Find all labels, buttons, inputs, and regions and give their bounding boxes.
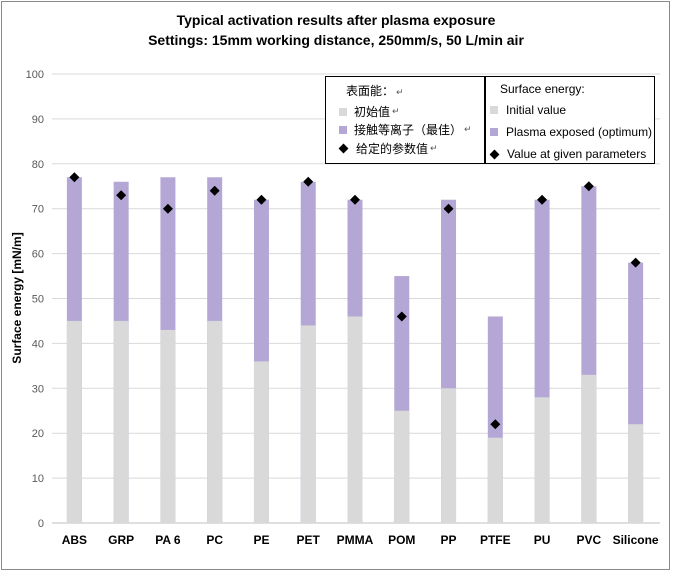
y-tick-label: 50 bbox=[32, 294, 44, 306]
marker-given-parameters bbox=[303, 176, 314, 187]
legend-en-item-given: Value at given parameters bbox=[489, 147, 646, 161]
legend-swatch-plasma bbox=[339, 125, 347, 134]
legend-cn-item-given: 给定的参数值 ↵ bbox=[338, 140, 438, 157]
legend-cn-title: 表面能： ↵ bbox=[346, 84, 404, 98]
bar-initial-value bbox=[347, 316, 363, 523]
x-tick-label: PMMA bbox=[337, 533, 374, 547]
x-tick-label: PU bbox=[534, 533, 551, 547]
y-tick-label: 60 bbox=[32, 249, 44, 261]
legend-cn-item-plasma: 接触等离子（最佳） ↵ bbox=[339, 121, 472, 138]
marker-given-parameters bbox=[537, 194, 548, 205]
y-axis-label: Surface energy [mN/m] bbox=[10, 232, 24, 363]
x-tick-label: PVC bbox=[577, 533, 602, 547]
legend-en-item-plasma: Plasma exposed (optimum) bbox=[490, 125, 652, 139]
y-tick-label: 100 bbox=[26, 69, 44, 81]
legend-cn-item-initial: 初始值 ↵ bbox=[339, 103, 400, 120]
y-tick-label: 80 bbox=[32, 159, 44, 171]
marker-given-parameters bbox=[209, 185, 220, 196]
chart-title: Typical activation results after plasma … bbox=[177, 12, 496, 28]
x-tick-label: PET bbox=[297, 533, 321, 547]
x-tick-label: PP bbox=[441, 533, 457, 547]
x-tick-label: PC bbox=[206, 533, 223, 547]
legend-english: Surface energy: Initial value Plasma exp… bbox=[485, 76, 655, 164]
y-tick-label: 90 bbox=[32, 114, 44, 126]
x-tick-label: PTFE bbox=[480, 533, 511, 547]
bar-initial-value bbox=[207, 320, 223, 523]
y-tick-label: 30 bbox=[32, 383, 44, 395]
x-tick-label: POM bbox=[388, 533, 415, 547]
legend-diamond-icon bbox=[489, 149, 500, 159]
marker-given-parameters bbox=[162, 203, 173, 214]
x-tick-label: ABS bbox=[62, 533, 87, 547]
legend-swatch-initial bbox=[490, 106, 498, 114]
x-tick-label: PA 6 bbox=[155, 533, 181, 547]
bar-initial-value bbox=[441, 388, 457, 523]
y-tick-label: 10 bbox=[32, 473, 44, 485]
marker-given-parameters bbox=[256, 194, 267, 205]
legend-swatch-plasma bbox=[490, 128, 498, 136]
bar-initial-value bbox=[487, 437, 503, 523]
legend-en-item-initial: Initial value bbox=[490, 103, 566, 117]
legend-en-title: Surface energy: bbox=[500, 82, 585, 96]
marker-given-parameters bbox=[350, 194, 360, 205]
y-tick-label: 20 bbox=[32, 428, 44, 440]
y-tick-label: 70 bbox=[32, 204, 44, 216]
marker-given-parameters bbox=[69, 172, 80, 183]
bar-initial-value bbox=[628, 424, 644, 523]
y-tick-label: 40 bbox=[32, 338, 44, 350]
bar-initial-value bbox=[300, 325, 316, 523]
bar-initial-value bbox=[394, 410, 410, 523]
chart-subtitle: Settings: 15mm working distance, 250mm/s… bbox=[148, 32, 524, 48]
bar-initial-value bbox=[581, 374, 597, 523]
bar-initial-value bbox=[253, 361, 269, 523]
marker-given-parameters bbox=[116, 190, 127, 201]
bar-initial-value bbox=[113, 320, 129, 523]
marker-given-parameters bbox=[630, 257, 641, 268]
x-tick-label: GRP bbox=[108, 533, 134, 547]
legend-swatch-initial bbox=[339, 107, 347, 116]
legend-diamond-icon bbox=[338, 143, 349, 154]
marker-given-parameters bbox=[443, 203, 454, 214]
y-tick-label: 0 bbox=[38, 518, 44, 530]
marker-given-parameters bbox=[490, 419, 501, 430]
marker-given-parameters bbox=[396, 311, 407, 322]
bar-initial-value bbox=[534, 397, 550, 523]
bar-initial-value bbox=[66, 320, 82, 523]
x-tick-label: PE bbox=[253, 533, 269, 547]
legend-chinese: 表面能： ↵ 初始值 ↵ 接触等离子（最佳） ↵ 给定的参数值 ↵ bbox=[325, 76, 485, 164]
marker-given-parameters bbox=[583, 181, 594, 192]
x-tick-label: Silicone bbox=[613, 533, 659, 547]
bar-initial-value bbox=[160, 329, 176, 523]
